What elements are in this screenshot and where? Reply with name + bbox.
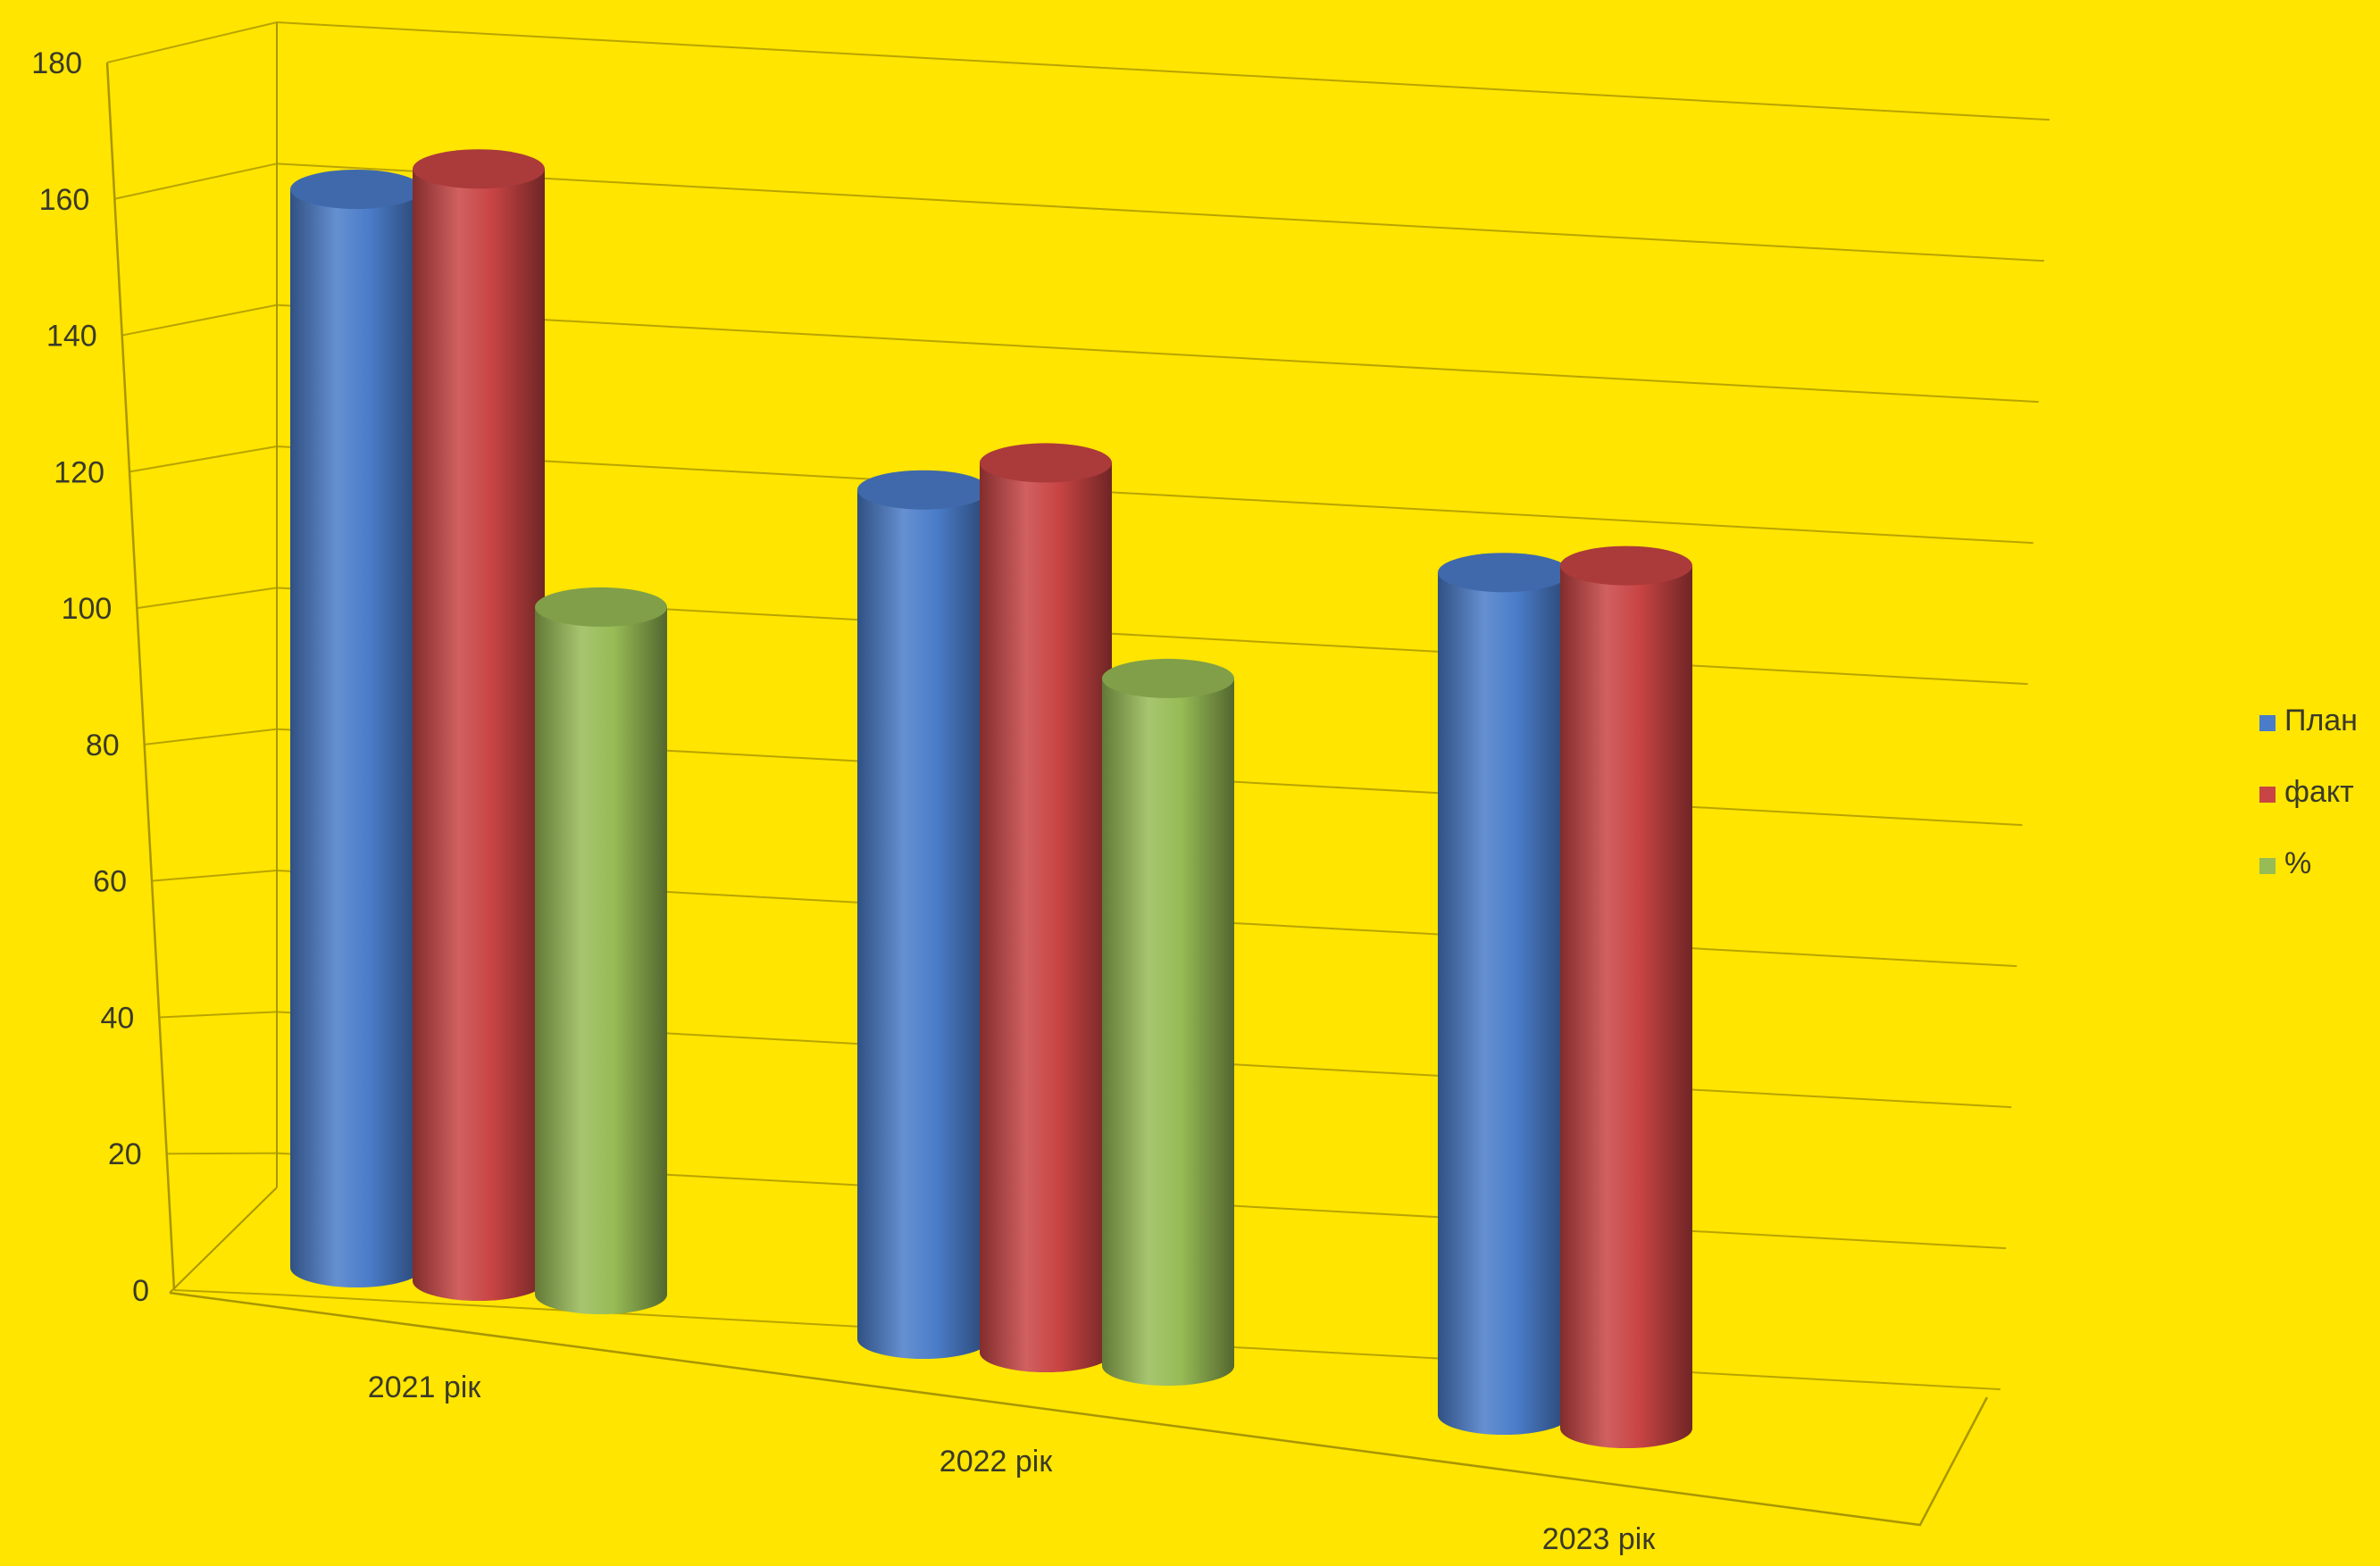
legend-swatch <box>2259 715 2276 731</box>
bar-top <box>535 587 667 627</box>
y-axis-line <box>105 62 176 1291</box>
y-tick-label: 100 <box>62 592 113 626</box>
bar-%-2021 рік <box>535 587 667 1314</box>
x-category-label: 2023 рік <box>1542 1522 1657 1556</box>
bar-body <box>1438 572 1570 1435</box>
y-tick-label: 160 <box>39 183 90 217</box>
bar-top <box>1102 658 1234 698</box>
bar-body <box>857 489 990 1359</box>
x-category-label: 2021 рік <box>368 1370 482 1404</box>
legend-label: % <box>2284 846 2311 880</box>
bar-факт-2021 рік <box>413 149 545 1301</box>
y-tick-label: 140 <box>46 320 97 354</box>
bar-body <box>413 169 545 1301</box>
bar-body <box>1102 678 1234 1386</box>
bar-body <box>535 606 667 1314</box>
side-gridline <box>173 1289 278 1295</box>
legend-swatch <box>2259 787 2276 803</box>
back-gridline <box>276 304 2039 404</box>
side-gridline <box>151 870 278 882</box>
y-tick-label: 180 <box>31 46 82 80</box>
back-gridline <box>276 21 2050 121</box>
legend-item: План <box>2259 704 2358 737</box>
side-gridline <box>121 304 278 337</box>
y-tick-label: 20 <box>108 1137 142 1171</box>
side-gridline <box>144 728 278 746</box>
bar-План-2021 рік <box>290 170 422 1287</box>
side-gridline <box>137 587 278 610</box>
side-gridline <box>159 1011 278 1019</box>
bar-body <box>290 189 422 1287</box>
x-category-labels: 2021 рік 2022 рік 2023 рік <box>368 1370 1657 1556</box>
y-tick-label: 0 <box>132 1274 149 1308</box>
bars <box>290 149 1692 1448</box>
y-tick-label: 80 <box>86 729 120 762</box>
legend-swatch <box>2259 858 2276 874</box>
bar-top <box>980 443 1112 483</box>
bar-top <box>1438 553 1570 593</box>
bar-факт-2022 рік <box>980 443 1112 1372</box>
floor-edge <box>169 1291 1989 1527</box>
x-category-label: 2022 рік <box>939 1445 1054 1479</box>
side-gridline <box>129 446 278 473</box>
side-gridline <box>114 162 278 200</box>
floor-left-edge <box>169 1187 278 1294</box>
back-gridline <box>276 162 2044 262</box>
axes <box>105 22 1989 1527</box>
legend-item: % <box>2259 846 2311 880</box>
y-tick-label: 60 <box>93 865 127 899</box>
bar-top <box>290 170 422 209</box>
legend-label: факт <box>2284 775 2354 809</box>
side-gridline <box>106 21 278 63</box>
bar-План-2022 рік <box>857 470 990 1359</box>
bar-факт-2023 рік <box>1560 546 1692 1448</box>
y-tick-label: 40 <box>101 1001 135 1035</box>
y-tick-label: 120 <box>54 455 104 489</box>
bar-План-2023 рік <box>1438 553 1570 1435</box>
legend-item: факт <box>2259 775 2354 809</box>
legend-label: План <box>2284 704 2358 737</box>
bar-%-2022 рік <box>1102 658 1234 1386</box>
bar-top <box>1560 546 1692 586</box>
y-tick-labels: 0 20 40 60 80 100 120 140 160 180 <box>31 46 149 1308</box>
bar-top <box>857 470 990 510</box>
back-gridline <box>276 446 2033 545</box>
legend: План факт% <box>2259 704 2358 880</box>
bar-top <box>413 149 545 189</box>
bar-body <box>1560 565 1692 1448</box>
bar-body <box>980 462 1112 1372</box>
